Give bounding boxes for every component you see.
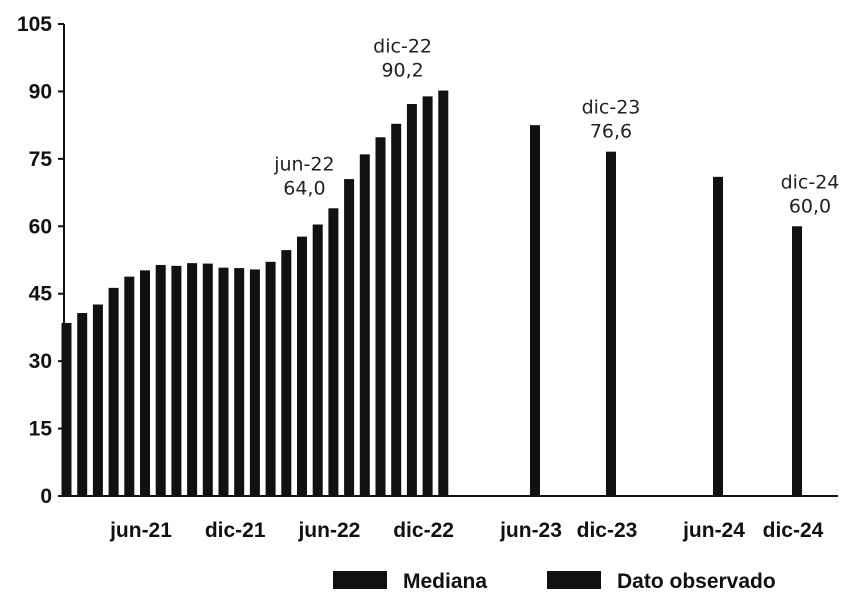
bar-observed bbox=[124, 276, 135, 496]
bar-observed bbox=[171, 265, 182, 496]
annotation-period: dic-22 bbox=[373, 36, 432, 58]
bar-observed bbox=[187, 263, 198, 496]
annotation-period: dic-23 bbox=[582, 97, 641, 119]
bar-median bbox=[530, 125, 540, 497]
bar-observed bbox=[155, 264, 166, 496]
x-tick-label: jun-23 bbox=[499, 519, 562, 542]
y-tick-label: 30 bbox=[29, 350, 52, 373]
legend-swatch bbox=[547, 571, 601, 589]
x-tick-label: jun-24 bbox=[682, 519, 745, 542]
y-tick-label: 0 bbox=[40, 485, 52, 508]
bar-median bbox=[606, 151, 616, 496]
y-tick-label: 105 bbox=[17, 13, 52, 36]
bar-observed bbox=[297, 236, 307, 496]
bar-observed bbox=[344, 179, 355, 497]
bar-observed bbox=[312, 224, 323, 497]
bar-observed bbox=[77, 313, 88, 496]
annotation-period: dic-24 bbox=[781, 171, 840, 193]
legend-label: Dato observado bbox=[617, 570, 776, 593]
x-tick-label: dic-24 bbox=[763, 519, 824, 542]
bar-observed bbox=[328, 208, 339, 497]
y-tick-label: 60 bbox=[29, 215, 52, 238]
bar-observed bbox=[202, 263, 213, 496]
annotation-value: 64,0 bbox=[283, 177, 325, 199]
annotation-value: 76,6 bbox=[590, 121, 632, 143]
annotation-value: 90,2 bbox=[381, 60, 423, 82]
bar-observed bbox=[108, 287, 119, 496]
legend-swatch bbox=[333, 571, 387, 589]
y-tick-label: 45 bbox=[29, 283, 53, 306]
bar-observed bbox=[281, 250, 292, 496]
bar-observed bbox=[61, 322, 72, 496]
x-tick-label: jun-21 bbox=[109, 519, 172, 542]
legend: Mediana Dato observado bbox=[333, 570, 776, 593]
bar-observed bbox=[359, 154, 370, 496]
bar-median bbox=[713, 176, 723, 497]
bar-observed bbox=[422, 96, 433, 496]
bar-observed bbox=[406, 104, 417, 497]
bar-observed bbox=[234, 268, 245, 496]
legend-label: Mediana bbox=[403, 570, 487, 593]
x-tick-label: dic-23 bbox=[577, 519, 638, 542]
y-tick-label: 15 bbox=[29, 418, 53, 441]
x-tick-label: jun-22 bbox=[297, 519, 360, 542]
bar-observed bbox=[92, 304, 103, 496]
x-tick-label: dic-22 bbox=[393, 519, 454, 542]
bar-observed bbox=[218, 267, 229, 496]
bars bbox=[61, 90, 802, 497]
y-tick-label: 90 bbox=[29, 80, 52, 103]
bar-observed bbox=[438, 90, 449, 496]
x-tick-label: dic-21 bbox=[205, 519, 266, 542]
bar-observed bbox=[375, 137, 386, 496]
bar-observed bbox=[249, 269, 260, 496]
axes: 0 15 30 45 60 75 90 105 jun-21 dic-21 jun-22 dic-22… bbox=[17, 13, 838, 542]
annotation-value: 60,0 bbox=[789, 195, 831, 217]
bar-observed bbox=[140, 270, 150, 496]
annotation-period: jun-22 bbox=[273, 153, 334, 175]
bar-observed bbox=[265, 261, 276, 496]
y-tick-label: 75 bbox=[29, 148, 53, 171]
bar-median bbox=[792, 226, 802, 497]
bar-observed bbox=[391, 123, 402, 497]
